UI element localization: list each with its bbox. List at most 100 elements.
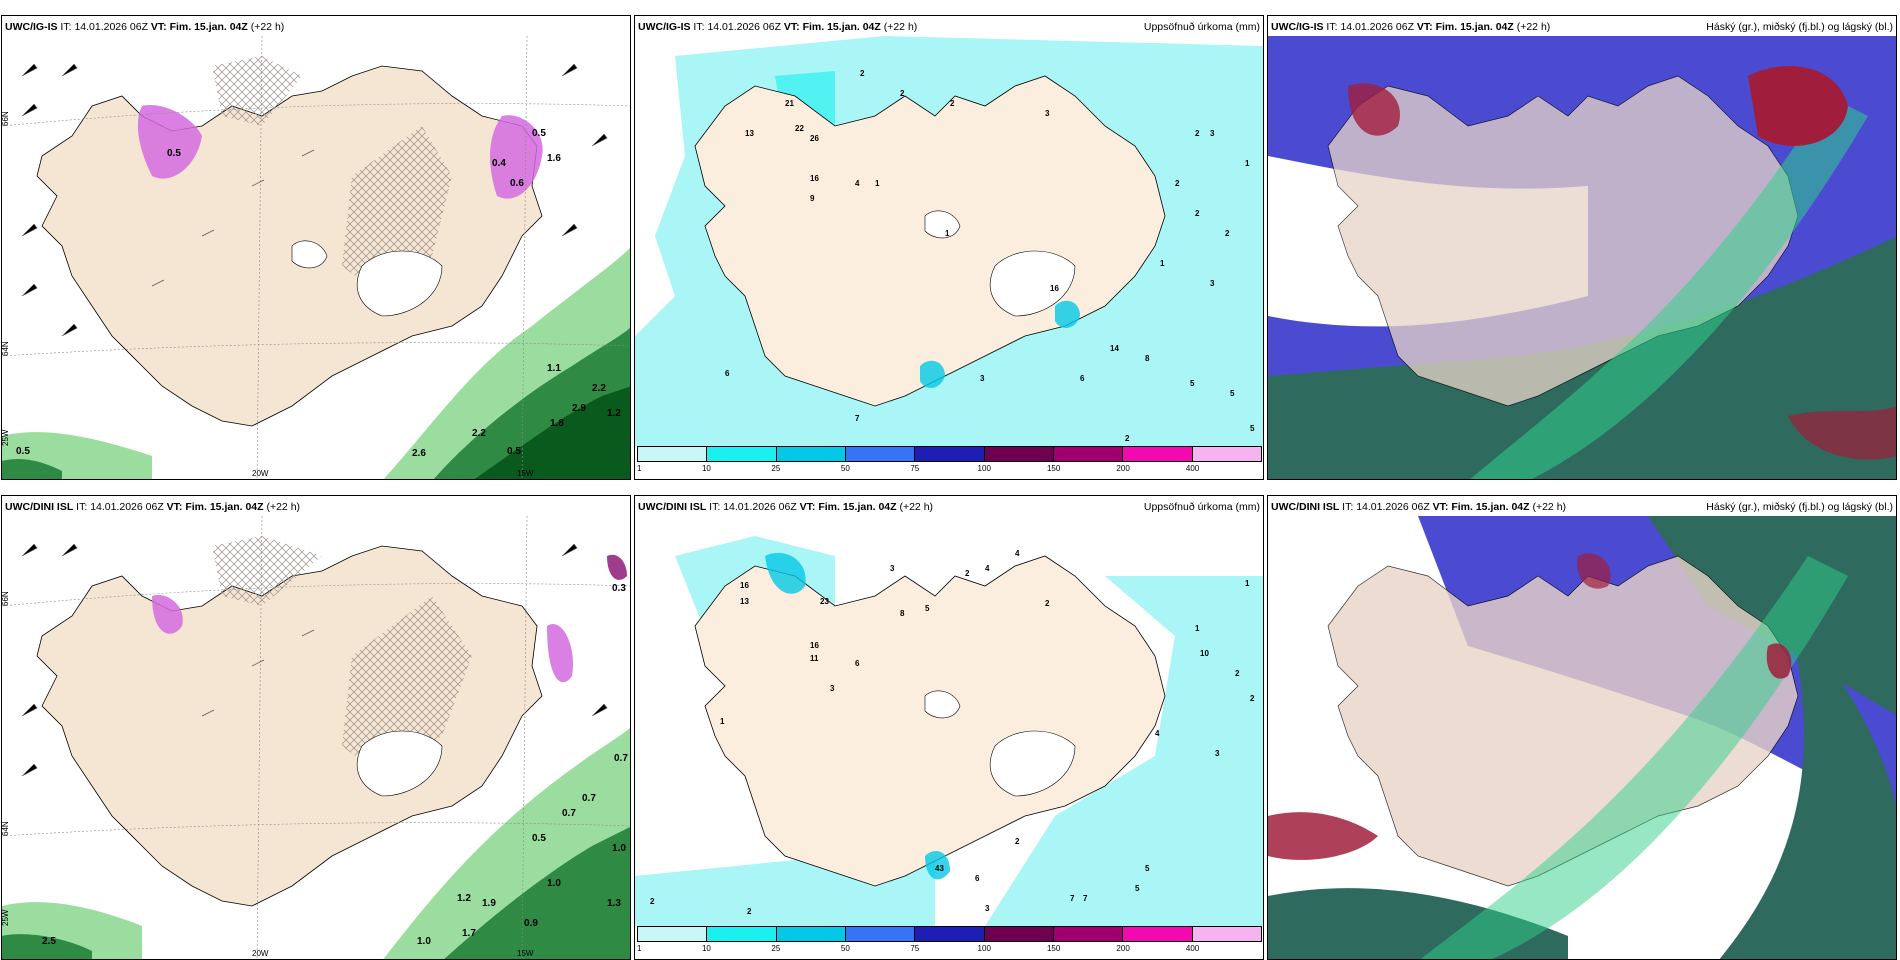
- svg-text:2: 2: [1175, 179, 1180, 188]
- svg-text:2: 2: [900, 89, 905, 98]
- map-precip: 3 2 4 4 2 16 13 23 16 11 6 3 8 5 43 6 3: [635, 516, 1263, 959]
- colorbar-cells: [637, 446, 1262, 462]
- lat-label: 64N: [2, 341, 10, 356]
- precip-map-svg: 3 2 4 4 2 16 13 23 16 11 6 3 8 5 43 6 3: [635, 516, 1263, 926]
- svg-text:1.7: 1.7: [462, 928, 476, 939]
- svg-text:5: 5: [925, 604, 930, 613]
- svg-text:2: 2: [1225, 229, 1230, 238]
- panel-right-title: Háský (gr.), miðský (fj.bl.) og lágský (…: [1706, 501, 1893, 513]
- svg-text:2: 2: [860, 69, 865, 78]
- svg-text:0.7: 0.7: [562, 808, 576, 819]
- valid-time: Fim. 15.jan. 04Z: [1451, 501, 1530, 513]
- panel-frame: UWC/IG-IS IT: 14.01.2026 06Z VT: Fim. 15…: [1267, 15, 1897, 480]
- panel-right-title: Uppsöfnuð úrkoma (mm): [1143, 21, 1260, 33]
- svg-text:16: 16: [810, 641, 819, 650]
- colorbar-cell: [1123, 927, 1193, 941]
- svg-text:43: 43: [935, 864, 944, 873]
- svg-text:1.0: 1.0: [612, 843, 626, 854]
- svg-text:2: 2: [1045, 599, 1050, 608]
- colorbar-cells: [637, 926, 1262, 942]
- colorbar-tick: 1: [637, 464, 642, 473]
- colorbar-tick: 400: [1185, 464, 1200, 473]
- colorbar-cell: [638, 447, 708, 461]
- lead-time: (+22 h): [883, 21, 918, 33]
- svg-text:1: 1: [1245, 579, 1250, 588]
- snow-area: [137, 105, 202, 179]
- init-time: 14.01.2026 06Z: [1340, 21, 1414, 33]
- svg-text:2: 2: [650, 897, 655, 906]
- svg-text:1: 1: [875, 179, 880, 188]
- svg-text:2: 2: [1195, 209, 1200, 218]
- colorbar-cell: [707, 447, 777, 461]
- svg-text:2: 2: [747, 907, 752, 916]
- valid-time: Fim. 15.jan. 04Z: [1435, 21, 1514, 33]
- colorbar-cell: [984, 927, 1054, 941]
- map-wind: 20W 15W 66N 64N 25W 0.5 2.6 2.2 0.5 1.1 …: [2, 36, 630, 479]
- map-cloud: [1268, 516, 1896, 959]
- valid-time: Fim. 15.jan. 04Z: [185, 501, 264, 513]
- svg-text:5: 5: [1145, 864, 1150, 873]
- colorbar-tick: 25: [771, 944, 781, 953]
- lead-time: (+22 h): [250, 21, 285, 33]
- svg-text:2: 2: [1015, 837, 1020, 846]
- svg-text:1.6: 1.6: [547, 153, 561, 164]
- svg-text:2.5: 2.5: [42, 936, 56, 947]
- svg-text:13: 13: [745, 129, 754, 138]
- lon-label: 15W: [517, 949, 534, 958]
- vt-label: VT:: [1432, 501, 1449, 513]
- valid-time: Fim. 15.jan. 04Z: [802, 21, 881, 33]
- colorbar: 1 10 25 50 75 100 150 200 400: [637, 926, 1262, 958]
- colorbar-tick: 50: [840, 464, 850, 473]
- colorbar-tick: 75: [910, 944, 920, 953]
- colorbar-cell: [915, 447, 985, 461]
- svg-text:0.6: 0.6: [510, 178, 524, 189]
- svg-text:0.5: 0.5: [532, 833, 546, 844]
- init-time: 14.01.2026 06Z: [1356, 501, 1430, 513]
- svg-text:0.5: 0.5: [167, 148, 181, 159]
- colorbar-cell: [1053, 927, 1124, 941]
- svg-text:4: 4: [855, 179, 860, 188]
- model-name: UWC/DINI ISL: [5, 501, 74, 513]
- svg-text:11: 11: [810, 654, 819, 663]
- precip-map-svg: 2 2 2 21 22 26 13 16 9 1 4 3 2 6 14 8 6: [635, 36, 1263, 446]
- lat-label: 66N: [2, 111, 10, 126]
- svg-text:0.5: 0.5: [532, 128, 546, 139]
- lat-label: 64N: [2, 821, 10, 836]
- svg-text:9: 9: [810, 194, 815, 203]
- wind-barbs: [21, 543, 608, 777]
- colorbar-tick: 400: [1185, 944, 1200, 953]
- wind-map-svg: 20W 15W 66N 64N 25W 0.5 2.6 2.2 0.5 1.1 …: [2, 36, 630, 479]
- svg-text:1: 1: [1160, 259, 1165, 268]
- colorbar-ticks: 1 10 25 50 75 100 150 200 400: [637, 462, 1262, 476]
- colorbar-tick: 100: [977, 944, 991, 953]
- panel-title: UWC/DINI ISL IT: 14.01.2026 06Z VT: Fim.…: [1271, 501, 1566, 513]
- init-time: 14.01.2026 06Z: [74, 21, 148, 33]
- wind-map-svg: 20W 15W 66N 64N 25W 2.5 1.0 1.7 1.2 0.9 …: [2, 516, 630, 959]
- svg-text:0.9: 0.9: [524, 918, 538, 929]
- svg-text:7: 7: [1070, 894, 1075, 903]
- panel-wind-dini: UWC/DINI ISL IT: 14.01.2026 06Z VT: Fim.…: [1, 495, 631, 960]
- colorbar-tick: 10: [701, 464, 711, 473]
- panel-frame: UWC/IG-IS IT: 14.01.2026 06Z VT: Fim. 15…: [1, 15, 631, 480]
- svg-text:1.1: 1.1: [547, 363, 561, 374]
- panel-precip-dini: UWC/DINI ISL IT: 14.01.2026 06Z VT: Fim.…: [634, 495, 1264, 960]
- panel-right-title: Uppsöfnuð úrkoma (mm): [1143, 501, 1260, 513]
- svg-text:5: 5: [1190, 379, 1195, 388]
- colorbar-cell: [915, 927, 985, 941]
- svg-text:3: 3: [830, 684, 835, 693]
- iceland-land: [694, 75, 1166, 407]
- valid-time: Fim. 15.jan. 04Z: [818, 501, 897, 513]
- vt-label: VT:: [166, 501, 183, 513]
- model-name: UWC/IG-IS: [1271, 21, 1324, 33]
- svg-text:1: 1: [1195, 624, 1200, 633]
- svg-text:13: 13: [740, 597, 749, 606]
- svg-text:2.2: 2.2: [472, 428, 486, 439]
- colorbar-tick: 200: [1116, 944, 1130, 953]
- lead-time: (+22 h): [1532, 501, 1567, 513]
- value-labels: 0.5 2.6 2.2 0.5 1.1 2.2 2.9 1.2 1.8 0.5 …: [16, 128, 621, 459]
- svg-text:23: 23: [820, 597, 829, 606]
- colorbar-tick: 200: [1116, 464, 1130, 473]
- model-name: UWC/IG-IS: [638, 21, 691, 33]
- svg-text:10: 10: [1200, 649, 1209, 658]
- svg-text:1: 1: [720, 717, 725, 726]
